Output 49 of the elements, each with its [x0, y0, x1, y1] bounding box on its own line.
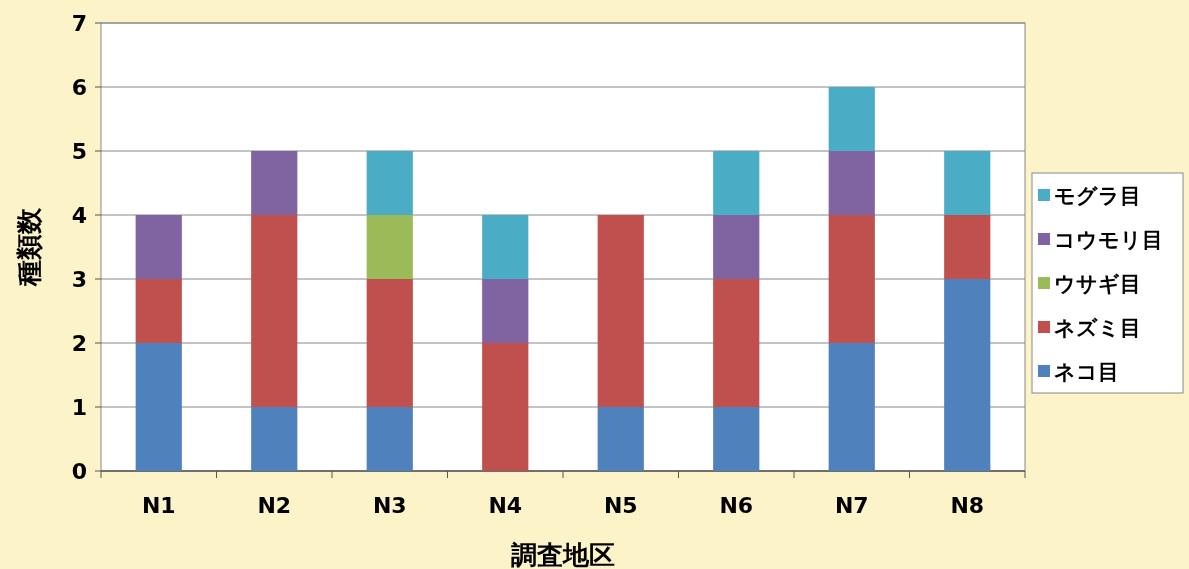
x-axis-title: 調査地区 [511, 540, 615, 569]
y-axis-title: 種類数 [14, 207, 44, 287]
bar [366, 151, 413, 215]
bar [944, 215, 991, 279]
bar [828, 87, 875, 151]
bar [251, 151, 298, 215]
bar [597, 407, 644, 471]
bar [135, 343, 182, 471]
bar [944, 279, 991, 471]
bar [366, 407, 413, 471]
bar [597, 215, 644, 407]
legend-label: モグラ目 [1054, 184, 1141, 208]
x-tick-label: N1 [141, 493, 176, 518]
legend-label: ネコ目 [1054, 360, 1119, 384]
y-tick-label: 0 [71, 459, 87, 484]
legend-label: ウサギ目 [1054, 272, 1141, 296]
y-tick-label: 7 [71, 11, 87, 36]
bar [366, 279, 413, 407]
bar [482, 215, 529, 279]
y-tick-label: 4 [71, 203, 87, 228]
x-tick-label: N5 [603, 493, 638, 518]
bar [828, 343, 875, 471]
bar [713, 279, 760, 407]
y-tick-label: 1 [71, 395, 87, 420]
bar [713, 215, 760, 279]
legend-label: ネズミ目 [1054, 316, 1141, 340]
bar [251, 215, 298, 407]
x-tick-label: N4 [488, 493, 523, 518]
bar [251, 407, 298, 471]
bar [828, 215, 875, 343]
x-tick-label: N8 [950, 493, 985, 518]
legend-label: コウモリ目 [1054, 228, 1163, 252]
x-tick-label: N7 [834, 493, 869, 518]
x-tick-label: N2 [257, 493, 292, 518]
bar [828, 151, 875, 215]
bar [713, 151, 760, 215]
bar [135, 215, 182, 279]
bar [366, 215, 413, 279]
bar [482, 279, 529, 343]
y-tick-label: 6 [71, 75, 87, 100]
bar [713, 407, 760, 471]
y-tick-label: 3 [71, 267, 87, 292]
y-tick-label: 2 [71, 331, 87, 356]
x-tick-label: N3 [372, 493, 407, 518]
x-tick-label: N6 [719, 493, 754, 518]
bar [944, 151, 991, 215]
y-tick-label: 5 [71, 139, 87, 164]
bar [135, 279, 182, 343]
bar [482, 343, 529, 471]
